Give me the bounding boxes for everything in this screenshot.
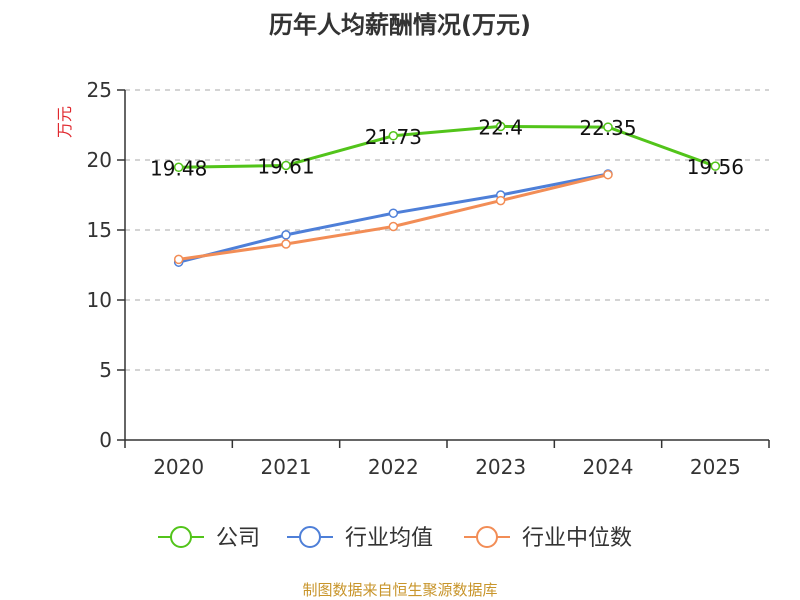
x-tick-label: 2020 <box>153 455 204 479</box>
data-label: 22.4 <box>478 115 523 139</box>
data-point-0 <box>388 131 399 141</box>
data-label: 21.73 <box>365 125 422 149</box>
legend-swatch-marker <box>476 526 498 548</box>
legend-swatch-marker <box>170 526 192 548</box>
x-tick-label: 2023 <box>475 455 526 479</box>
y-tick-label: 25 <box>87 78 112 102</box>
x-tick-labels: 2020 2021 2022 2023 2024 2025 <box>153 455 741 479</box>
y-tick-label: 10 <box>87 288 112 312</box>
data-point-2 <box>388 221 399 232</box>
data-point-2 <box>495 195 506 206</box>
y-axis-label: 万元 <box>55 106 74 138</box>
axes <box>117 89 770 448</box>
x-tick-label: 2025 <box>690 455 741 479</box>
legend-swatch-marker <box>299 526 321 548</box>
y-tick-label: 5 <box>99 358 112 382</box>
x-tick-label: 2024 <box>583 455 634 479</box>
x-tick-label: 2022 <box>368 455 419 479</box>
series-line-0 <box>178 124 716 169</box>
grid-lines <box>125 89 769 371</box>
data-point-2 <box>173 254 184 265</box>
y-tick-label: 20 <box>87 148 112 172</box>
data-label: 19.56 <box>687 155 744 179</box>
x-tick-label: 2021 <box>261 455 312 479</box>
data-point-0 <box>603 122 613 132</box>
data-label: 22.35 <box>579 116 636 140</box>
y-tick-label: 15 <box>87 218 112 242</box>
data-point-1 <box>388 208 399 218</box>
data-point-1 <box>281 230 291 240</box>
data-label: 19.48 <box>150 156 207 180</box>
y-tick-labels: 0 5 10 15 20 25 <box>87 78 112 452</box>
data-point-2 <box>603 169 613 180</box>
data-label: 19.61 <box>257 154 314 178</box>
data-point-0 <box>495 121 506 132</box>
data-point-0 <box>710 161 721 171</box>
legend-item-label: 行业中位数 <box>522 526 632 551</box>
y-tick-label: 0 <box>99 428 112 452</box>
series-points <box>173 121 721 267</box>
legend-item-label: 行业均值 <box>345 526 433 551</box>
data-point-0 <box>281 160 291 171</box>
data-point-0 <box>173 162 184 173</box>
legend-item-label: 公司 <box>216 526 260 551</box>
legend: 公司 行业均值 行业中位数 <box>158 526 632 551</box>
chart-title: 历年人均薪酬情况(万元) <box>269 11 531 39</box>
series-lines <box>178 124 716 264</box>
data-labels: 19.48 19.61 21.73 22.4 22.35 19.56 <box>150 115 744 180</box>
source-note: 制图数据来自恒生聚源数据库 <box>302 581 497 599</box>
data-point-2 <box>281 239 291 249</box>
